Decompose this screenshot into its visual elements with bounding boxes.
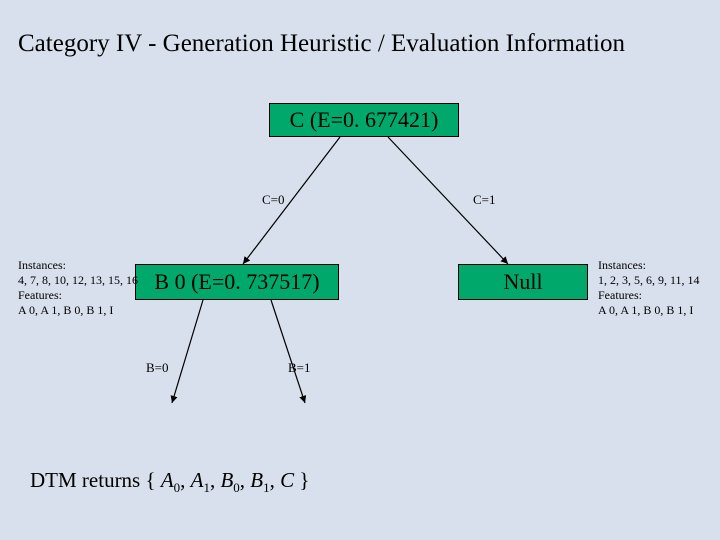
tree-node-left: B 0 (E=0. 737517) — [135, 264, 339, 300]
tree-node-root: C (E=0. 677421) — [269, 103, 459, 137]
tree-node-label: Null — [503, 269, 542, 295]
edge-label: B=0 — [146, 360, 169, 376]
side-note-left: Instances:4, 7, 8, 10, 12, 13, 15, 16Fea… — [18, 258, 138, 318]
tree-node-label: B 0 (E=0. 737517) — [154, 269, 319, 295]
edge-label: C=0 — [262, 192, 285, 208]
tree-node-right: Null — [458, 264, 588, 300]
tree-node-label: C (E=0. 677421) — [290, 107, 439, 133]
side-note-right: Instances:1, 2, 3, 5, 6, 9, 11, 14Featur… — [598, 258, 700, 318]
edge-label: B=1 — [288, 360, 311, 376]
dtm-returns-text: DTM returns { A0, A1, B0, B1, C } — [30, 468, 309, 496]
edge-label: C=1 — [473, 192, 496, 208]
page-title: Category IV - Generation Heuristic / Eva… — [18, 30, 625, 58]
